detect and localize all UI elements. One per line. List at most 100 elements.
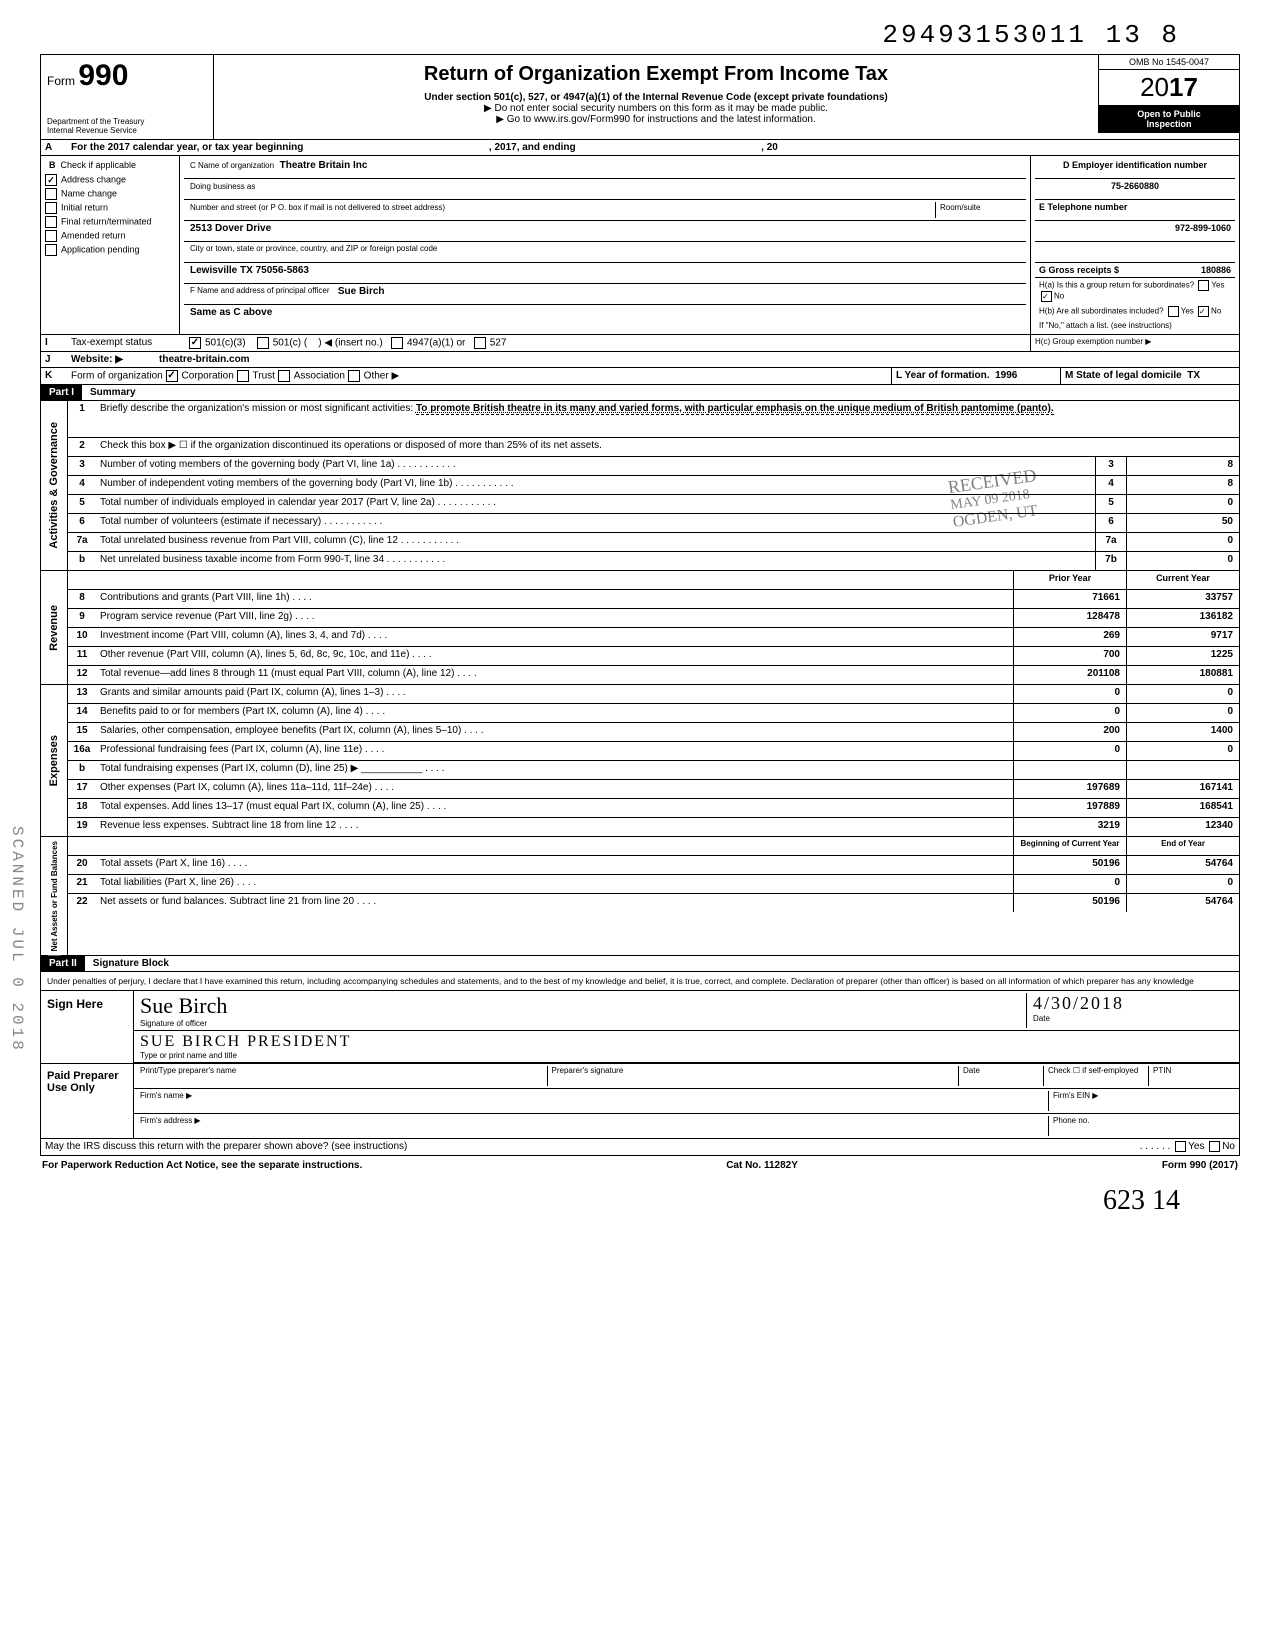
section-bcd: B Check if applicable ✓Address change Na… [40, 156, 1240, 335]
governance-section: Activities & Governance 1 Briefly descri… [40, 401, 1240, 571]
state-domicile: TX [1187, 370, 1200, 381]
a-text-mid: , 2017, and ending [489, 142, 576, 153]
revenue-section: Revenue Prior Year Current Year 8Contrib… [40, 571, 1240, 685]
room-label: Room/suite [940, 203, 980, 212]
firm-phone-label: Phone no. [1048, 1116, 1233, 1136]
discuss-no: No [1222, 1142, 1235, 1153]
table-row: 17Other expenses (Part IX, column (A), l… [68, 780, 1239, 799]
d-label: D Employer identification number [1035, 158, 1235, 179]
g-label: G Gross receipts $ [1039, 265, 1119, 275]
h-a-label: H(a) Is this a group return for subordin… [1039, 281, 1194, 290]
checkbox-527[interactable] [474, 337, 486, 349]
checkbox-assoc[interactable] [278, 370, 290, 382]
handwritten-bottom: 623 14 [40, 1175, 1240, 1217]
form-header: Form 990 Department of the Treasury Inte… [40, 54, 1240, 140]
checkbox-other[interactable] [348, 370, 360, 382]
hb-no-box[interactable]: ✓ [1198, 306, 1209, 317]
i-501c3: 501(c)(3) [205, 338, 246, 349]
i-text: Tax-exempt status [67, 335, 185, 351]
table-row: 8Contributions and grants (Part VIII, li… [68, 590, 1239, 609]
form-number: 990 [78, 59, 128, 92]
checkbox-corp[interactable]: ✓ [166, 370, 178, 382]
signer-name-title: SUE BIRCH PRESIDENT [140, 1033, 1233, 1051]
discuss-yes: Yes [1188, 1142, 1204, 1153]
part-1-title: Summary [82, 385, 144, 400]
ha-yes-box[interactable] [1198, 280, 1209, 291]
a-text-left: For the 2017 calendar year, or tax year … [71, 142, 303, 153]
website: theatre-britain.com [155, 352, 1239, 367]
form-subtitle: Under section 501(c), 527, or 4947(a)(1)… [224, 92, 1088, 103]
line-2-text: Check this box ▶ ☐ if the organization d… [96, 438, 1239, 456]
b-address-change: Address change [61, 174, 126, 184]
a-text-right: , 20 [761, 142, 778, 153]
expenses-section: Expenses 13Grants and similar amounts pa… [40, 685, 1240, 837]
city-label: City or town, state or province, country… [184, 242, 1026, 263]
table-row: 19Revenue less expenses. Subtract line 1… [68, 818, 1239, 836]
principal-officer: Sue Birch [338, 286, 385, 302]
discuss-yes-box[interactable] [1175, 1141, 1186, 1152]
year-bold: 17 [1169, 72, 1198, 102]
h-b-label: H(b) Are all subordinates included? [1039, 307, 1164, 316]
governance-row: 7aTotal unrelated business revenue from … [68, 533, 1239, 552]
f-label: F Name and address of principal officer [190, 286, 329, 302]
checkbox-address-change[interactable]: ✓ [45, 174, 57, 186]
part-2-header: Part II Signature Block [40, 956, 1240, 972]
hb-no: No [1211, 307, 1221, 316]
date-label: Date [1033, 1014, 1233, 1023]
table-row: 12Total revenue—add lines 8 through 11 (… [68, 666, 1239, 684]
label-i: I [41, 335, 67, 351]
table-row: 15Salaries, other compensation, employee… [68, 723, 1239, 742]
discuss-no-box[interactable] [1209, 1141, 1220, 1152]
form-note-ssn: ▶ Do not enter social security numbers o… [224, 103, 1088, 114]
cat-no: Cat No. 11282Y [726, 1160, 798, 1171]
line-j: J Website: ▶ theatre-britain.com [40, 352, 1240, 368]
hb-yes: Yes [1181, 307, 1194, 316]
table-row: 14Benefits paid to or for members (Part … [68, 704, 1239, 723]
scanned-stamp-side: SCANNED JUL 0 2018 [8, 826, 26, 1053]
part-2-label: Part II [41, 956, 85, 971]
checkbox-name-change[interactable] [45, 188, 57, 200]
checkbox-application-pending[interactable] [45, 244, 57, 256]
preparer-date-label: Date [958, 1066, 1043, 1086]
paperwork-notice: For Paperwork Reduction Act Notice, see … [42, 1160, 362, 1171]
perjury-declaration: Under penalties of perjury, I declare th… [41, 972, 1239, 990]
table-row: 21Total liabilities (Part X, line 26) . … [68, 875, 1239, 894]
form-title: Return of Organization Exempt From Incom… [224, 63, 1088, 86]
table-row: 20Total assets (Part X, line 16) . . . .… [68, 856, 1239, 875]
signature-label: Signature of officer [140, 1019, 1026, 1028]
line-k: K Form of organization ✓Corporation Trus… [40, 368, 1240, 385]
paid-preparer-label: Paid Preparer Use Only [41, 1064, 134, 1138]
irs-discuss-text: May the IRS discuss this return with the… [41, 1139, 1091, 1154]
street-address: 2513 Dover Drive [190, 223, 271, 234]
dba-label: Doing business as [190, 182, 255, 191]
revenue-tab: Revenue [46, 601, 62, 655]
city-state-zip: Lewisville TX 75056-5863 [190, 265, 309, 276]
org-name: Theatre Britain Inc [280, 160, 368, 171]
h-c-label: H(c) Group exemption number ▶ [1030, 335, 1239, 351]
checkbox-trust[interactable] [237, 370, 249, 382]
part-1-header: Part I Summary [40, 385, 1240, 401]
ein: 75-2660880 [1035, 179, 1235, 200]
form-note-url: ▶ Go to www.irs.gov/Form990 for instruct… [224, 114, 1088, 125]
i-4947: 4947(a)(1) or [407, 338, 465, 349]
table-row: 10Investment income (Part VIII, column (… [68, 628, 1239, 647]
b-name-change: Name change [61, 188, 117, 198]
sign-here-label: Sign Here [41, 991, 134, 1063]
k-trust: Trust [253, 371, 275, 382]
checkbox-final-return[interactable] [45, 216, 57, 228]
table-row: 16aProfessional fundraising fees (Part I… [68, 742, 1239, 761]
checkbox-4947[interactable] [391, 337, 403, 349]
expenses-tab: Expenses [46, 731, 62, 790]
header-current-year: Current Year [1126, 571, 1239, 589]
ha-no-box[interactable]: ✓ [1041, 291, 1052, 302]
checkbox-amended-return[interactable] [45, 230, 57, 242]
governance-row: 5Total number of individuals employed in… [68, 495, 1239, 514]
name-title-label: Type or print name and title [140, 1051, 1233, 1060]
hb-yes-box[interactable] [1168, 306, 1179, 317]
checkbox-501c3[interactable]: ✓ [189, 337, 201, 349]
document-locator-number: 29493153011 13 8 [40, 20, 1240, 50]
checkbox-initial-return[interactable] [45, 202, 57, 214]
ptin-label: PTIN [1148, 1066, 1233, 1086]
checkbox-501c[interactable] [257, 337, 269, 349]
table-row: 9Program service revenue (Part VIII, lin… [68, 609, 1239, 628]
